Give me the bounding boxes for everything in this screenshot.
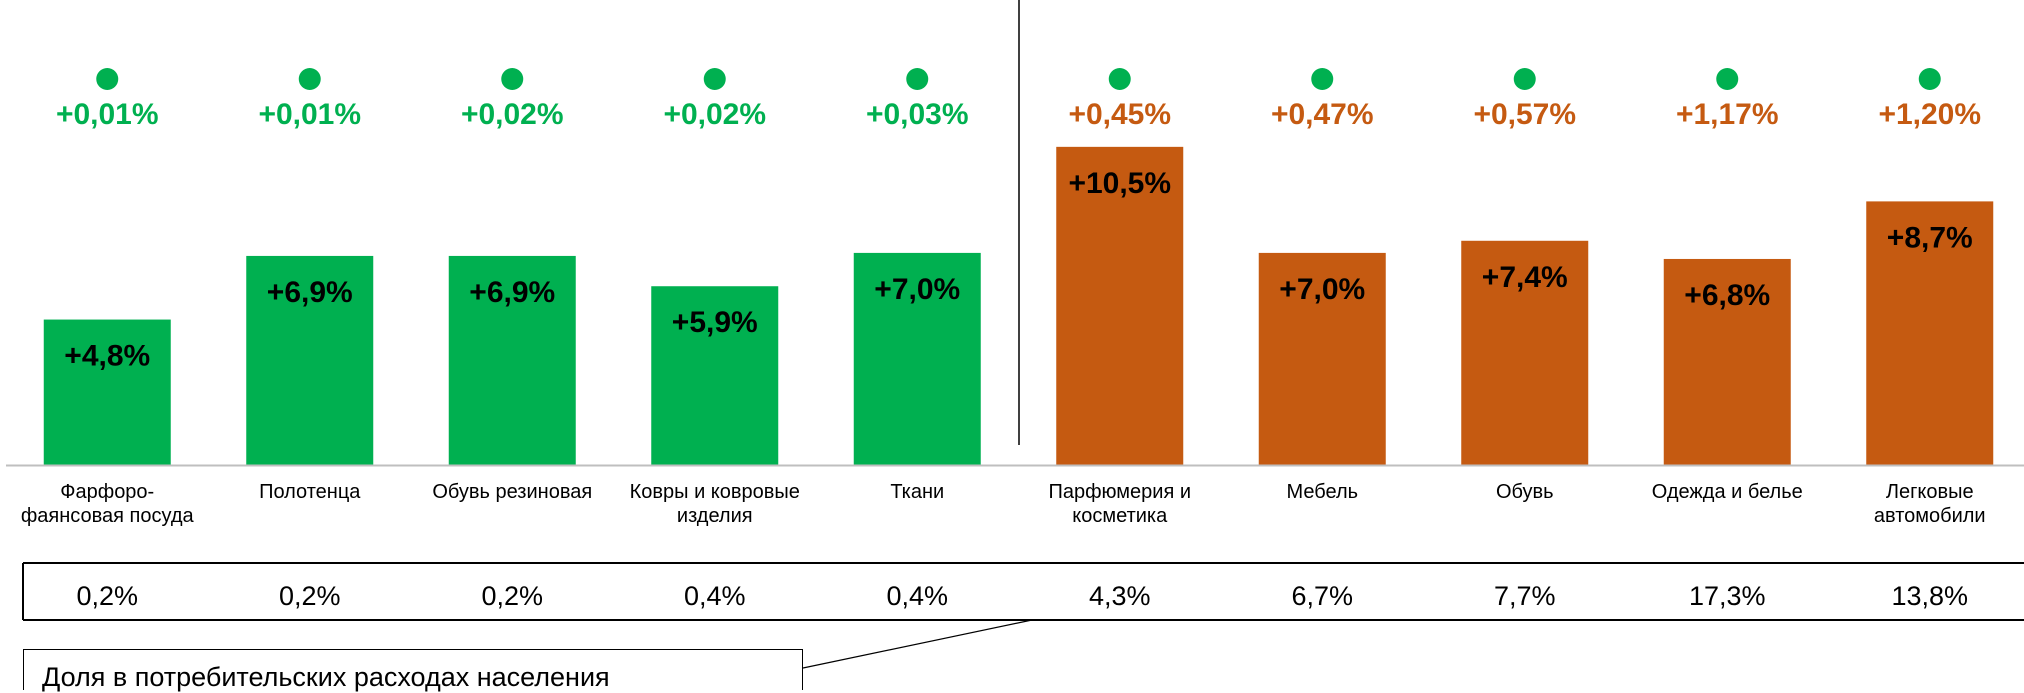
status-dot-1 xyxy=(96,68,119,90)
share-value-2: 0,2% xyxy=(279,581,341,611)
bar-10 xyxy=(1866,201,1994,465)
note-connector xyxy=(802,619,1033,669)
value-label-7: +7,0% xyxy=(1279,273,1365,306)
category-label-1: Фарфоро-фаянсовая посуда xyxy=(21,481,195,527)
value-label-5: +7,0% xyxy=(874,273,960,306)
bar-8 xyxy=(1461,240,1589,465)
share-value-4: 0,4% xyxy=(684,581,746,611)
share-value-10: 13,8% xyxy=(1891,581,1968,611)
status-dot-3 xyxy=(501,68,524,90)
category-label-9: Одежда и белье xyxy=(1652,481,1803,503)
category-label-4: Ковры и ковровые изделия xyxy=(630,481,800,527)
status-dot-10 xyxy=(1918,68,1941,90)
status-dot-9 xyxy=(1716,68,1739,90)
note-text: Доля в потребительских расходах населени… xyxy=(42,662,610,692)
bar-2 xyxy=(246,255,374,465)
note-callout: Доля в потребительских расходах населени… xyxy=(23,649,803,692)
status-dot-8 xyxy=(1513,68,1536,90)
category-label-5: Ткани xyxy=(890,481,944,503)
value-label-6: +10,5% xyxy=(1068,167,1171,200)
bar-5 xyxy=(853,252,981,465)
bars xyxy=(43,146,1994,465)
value-label-1: +4,8% xyxy=(64,340,150,373)
bar-9 xyxy=(1663,258,1791,465)
bar-1 xyxy=(43,319,171,465)
contribution-label-2: +0,01% xyxy=(258,98,361,131)
status-dot-5 xyxy=(906,68,929,90)
value-label-2: +6,9% xyxy=(267,276,353,309)
category-label-2: Полотенца xyxy=(259,481,361,503)
bar-4 xyxy=(651,286,779,465)
share-value-6: 4,3% xyxy=(1089,581,1151,611)
category-label-6: Парфюмерия и косметика xyxy=(1048,481,1191,527)
contribution-label-7: +0,47% xyxy=(1271,98,1374,131)
contribution-label-5: +0,03% xyxy=(866,98,969,131)
contribution-markers: +0,01% +0,01% +0,02% +0,02% +0,03% +0,45% +0,4… xyxy=(56,68,1981,131)
share-value-8: 7,7% xyxy=(1494,581,1556,611)
contribution-label-3: +0,02% xyxy=(461,98,564,131)
contribution-label-6: +0,45% xyxy=(1068,98,1171,131)
category-label-10: Легковые автомобили xyxy=(1874,481,1986,527)
contribution-label-4: +0,02% xyxy=(663,98,766,131)
value-label-10: +8,7% xyxy=(1887,221,1973,254)
status-dot-4 xyxy=(703,68,726,90)
category-labels: Фарфоро-фаянсовая посуда Полотенца Обувь р… xyxy=(21,481,1986,527)
share-value-9: 17,3% xyxy=(1689,581,1766,611)
share-value-7: 6,7% xyxy=(1291,581,1353,611)
share-value-1: 0,2% xyxy=(76,581,138,611)
status-dot-2 xyxy=(298,68,321,90)
category-label-8: Обувь xyxy=(1496,481,1554,503)
contribution-label-9: +1,17% xyxy=(1676,98,1779,131)
value-label-9: +6,8% xyxy=(1684,279,1770,312)
bar-7 xyxy=(1258,252,1386,465)
share-value-5: 0,4% xyxy=(886,581,948,611)
contribution-label-10: +1,20% xyxy=(1878,98,1981,131)
share-value-3: 0,2% xyxy=(481,581,543,611)
category-label-3: Обувь резиновая xyxy=(432,481,592,503)
contribution-label-8: +0,57% xyxy=(1473,98,1576,131)
value-label-3: +6,9% xyxy=(469,276,555,309)
status-dot-6 xyxy=(1108,68,1131,90)
status-dot-7 xyxy=(1311,68,1334,90)
value-label-4: +5,9% xyxy=(672,306,758,339)
share-row: 0,2% 0,2% 0,2% 0,4% 0,4% 4,3% 6,7% 7,7% 17,3% 13,… xyxy=(22,562,2024,621)
axes xyxy=(6,0,2024,467)
category-label-7: Мебель xyxy=(1286,481,1358,503)
bar-6 xyxy=(1056,146,1184,465)
value-labels: +4,8% +6,9% +6,9% +5,9% +7,0% +10,5% +7,0% +7,4… xyxy=(64,167,1972,373)
contribution-label-1: +0,01% xyxy=(56,98,159,131)
bar-3 xyxy=(448,255,576,465)
value-label-8: +7,4% xyxy=(1482,261,1568,294)
